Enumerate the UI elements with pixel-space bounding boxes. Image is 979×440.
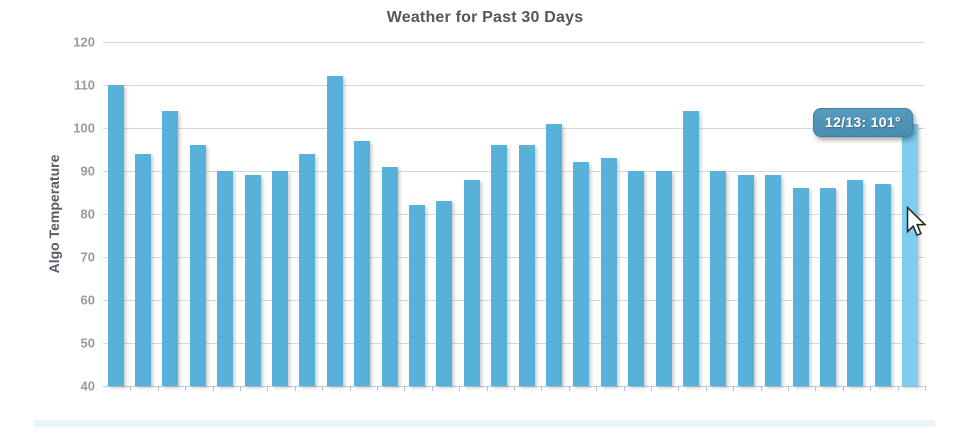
bar[interactable] xyxy=(710,171,727,386)
y-tick-label: 120 xyxy=(73,34,95,50)
x-axis-tick xyxy=(459,386,461,391)
bar-highlighted[interactable] xyxy=(902,123,919,386)
x-axis-tick xyxy=(322,386,324,391)
x-axis-tick xyxy=(404,386,406,391)
plot-area: 120 110 100 90 80 70 60 50 40 xyxy=(73,35,926,394)
x-axis-tick xyxy=(267,386,269,391)
bar[interactable] xyxy=(545,123,562,386)
bar[interactable] xyxy=(573,162,590,386)
x-axis-tick xyxy=(788,386,789,391)
bar[interactable] xyxy=(408,205,425,386)
bar[interactable] xyxy=(189,145,206,386)
gridline xyxy=(103,343,925,344)
x-axis-tick xyxy=(596,386,598,391)
x-axis-tick xyxy=(842,386,844,391)
bar[interactable] xyxy=(819,188,836,386)
y-tick-label: 70 xyxy=(80,249,95,265)
bar[interactable] xyxy=(381,166,398,386)
bar[interactable] xyxy=(682,110,699,386)
bar[interactable] xyxy=(463,179,480,386)
bar[interactable] xyxy=(354,140,371,386)
x-axis-tick xyxy=(212,386,214,391)
x-axis-tick xyxy=(431,386,433,391)
y-tick-label: 40 xyxy=(80,378,95,394)
bar[interactable] xyxy=(874,183,891,386)
x-axis-tick xyxy=(240,386,241,391)
x-axis-tick xyxy=(486,386,488,391)
y-tick-label: 50 xyxy=(80,335,95,351)
gridline xyxy=(103,85,925,86)
x-axis-tick xyxy=(705,386,707,391)
bar[interactable] xyxy=(134,153,151,386)
gridline xyxy=(103,42,925,43)
bar[interactable] xyxy=(847,179,864,386)
gridline xyxy=(103,300,925,301)
x-axis-tick xyxy=(733,386,735,391)
bar[interactable] xyxy=(600,158,617,386)
bar[interactable] xyxy=(299,153,316,386)
x-axis-tick xyxy=(541,386,543,391)
x-axis-tick xyxy=(925,386,926,391)
x-axis-tick xyxy=(568,386,570,391)
x-axis-tick xyxy=(651,386,652,391)
mouse-cursor-icon xyxy=(906,206,927,237)
y-tick-label: 80 xyxy=(80,206,95,222)
x-axis-tick xyxy=(377,386,378,391)
bar[interactable] xyxy=(491,145,508,386)
x-axis-tick xyxy=(815,386,817,391)
chart-title: Weather for Past 30 Days xyxy=(386,9,584,26)
gridline xyxy=(103,257,925,258)
bar[interactable] xyxy=(628,171,645,386)
x-axis-tick xyxy=(514,386,515,391)
x-axis-tick xyxy=(760,386,762,391)
x-axis-tick xyxy=(185,386,187,391)
x-axis-tick xyxy=(349,386,351,391)
x-axis-tick xyxy=(157,386,159,391)
bottom-scrollbar-strip xyxy=(34,420,935,427)
x-axis-tick xyxy=(678,386,680,391)
gridline xyxy=(103,128,925,129)
bar[interactable] xyxy=(271,171,288,386)
x-axis-tick xyxy=(897,386,899,391)
y-tick-label: 90 xyxy=(80,163,95,179)
bar[interactable] xyxy=(518,145,535,386)
y-tick-label: 60 xyxy=(80,292,95,308)
x-axis-tick xyxy=(130,386,132,391)
bar[interactable] xyxy=(765,175,782,386)
y-tick-label: 110 xyxy=(74,77,95,93)
bar[interactable] xyxy=(792,188,809,386)
bar[interactable] xyxy=(655,171,672,386)
gridline xyxy=(103,214,925,215)
bar[interactable] xyxy=(217,171,234,386)
bar[interactable] xyxy=(244,175,261,386)
bar[interactable] xyxy=(162,110,179,386)
tooltip: 12/13: 101° xyxy=(813,108,913,137)
bar[interactable] xyxy=(436,201,453,386)
bar[interactable] xyxy=(107,85,124,386)
bar[interactable] xyxy=(737,175,754,386)
x-axis-tick xyxy=(294,386,296,391)
bar[interactable] xyxy=(326,76,343,386)
gridline xyxy=(103,171,925,172)
y-tick-label: 100 xyxy=(73,120,95,136)
x-axis-tick xyxy=(870,386,872,391)
x-axis-tick xyxy=(623,386,625,391)
